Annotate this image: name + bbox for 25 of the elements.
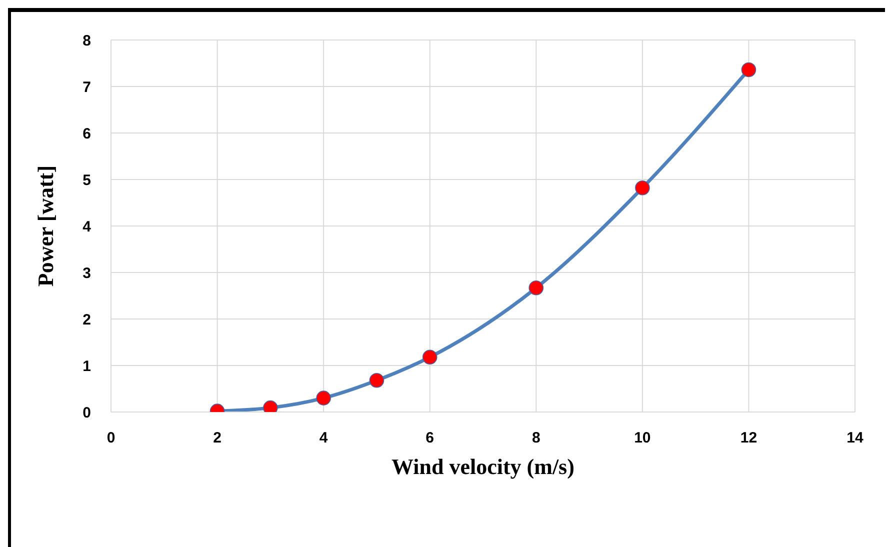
point xyxy=(528,280,544,296)
point xyxy=(316,390,331,406)
point xyxy=(635,180,650,196)
x-axis-title: Wind velocity (m/s) xyxy=(392,454,574,479)
x-tick-label: 0 xyxy=(106,430,116,447)
x-tick-label: 12 xyxy=(740,430,758,447)
y-axis-title: Power [watt] xyxy=(32,165,58,287)
y-tick-label: 8 xyxy=(82,32,91,50)
y-tick-label: 3 xyxy=(82,264,91,282)
point xyxy=(741,62,756,78)
point xyxy=(369,372,384,388)
y-tick-label: 0 xyxy=(82,404,91,422)
x-tick-label: 4 xyxy=(319,430,328,447)
y-tick-label: 4 xyxy=(82,218,92,236)
y-tick-label: 1 xyxy=(82,358,91,375)
y-tick-label: 7 xyxy=(82,78,91,96)
y-tick-label: 6 xyxy=(82,125,91,142)
x-tick-label: 6 xyxy=(426,430,434,447)
x-tick-label: 14 xyxy=(846,430,864,447)
y-tick-label: 2 xyxy=(82,311,91,328)
x-tick-label: 10 xyxy=(634,430,651,447)
point xyxy=(422,350,438,365)
x-tick-label: 8 xyxy=(532,430,540,447)
y-tick-label: 5 xyxy=(82,172,91,189)
x-tick-label: 2 xyxy=(213,430,222,447)
